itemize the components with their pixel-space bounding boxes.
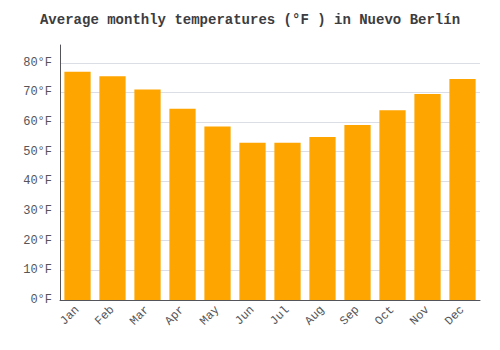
svg-text:Average monthly temperatures (: Average monthly temperatures (°F ) in Nu… [40, 12, 460, 28]
svg-text:0°F: 0°F [30, 293, 52, 307]
svg-text:10°F: 10°F [23, 263, 52, 277]
svg-text:Jan: Jan [57, 303, 82, 328]
svg-text:70°F: 70°F [23, 85, 52, 99]
svg-text:May: May [197, 303, 222, 328]
svg-text:30°F: 30°F [23, 204, 52, 218]
svg-text:Nov: Nov [407, 303, 432, 328]
svg-text:Feb: Feb [92, 303, 117, 328]
svg-text:40°F: 40°F [23, 174, 52, 188]
svg-text:Dec: Dec [442, 303, 467, 328]
svg-text:Mar: Mar [127, 303, 152, 328]
svg-text:50°F: 50°F [23, 145, 52, 159]
svg-text:60°F: 60°F [23, 115, 52, 129]
svg-text:Jun: Jun [232, 303, 257, 328]
svg-text:80°F: 80°F [23, 56, 52, 70]
svg-text:Apr: Apr [162, 303, 187, 328]
svg-text:Sep: Sep [337, 303, 362, 328]
svg-text:20°F: 20°F [23, 234, 52, 248]
svg-text:Jul: Jul [267, 303, 292, 328]
svg-text:Oct: Oct [372, 303, 397, 328]
svg-text:Aug: Aug [302, 303, 327, 328]
